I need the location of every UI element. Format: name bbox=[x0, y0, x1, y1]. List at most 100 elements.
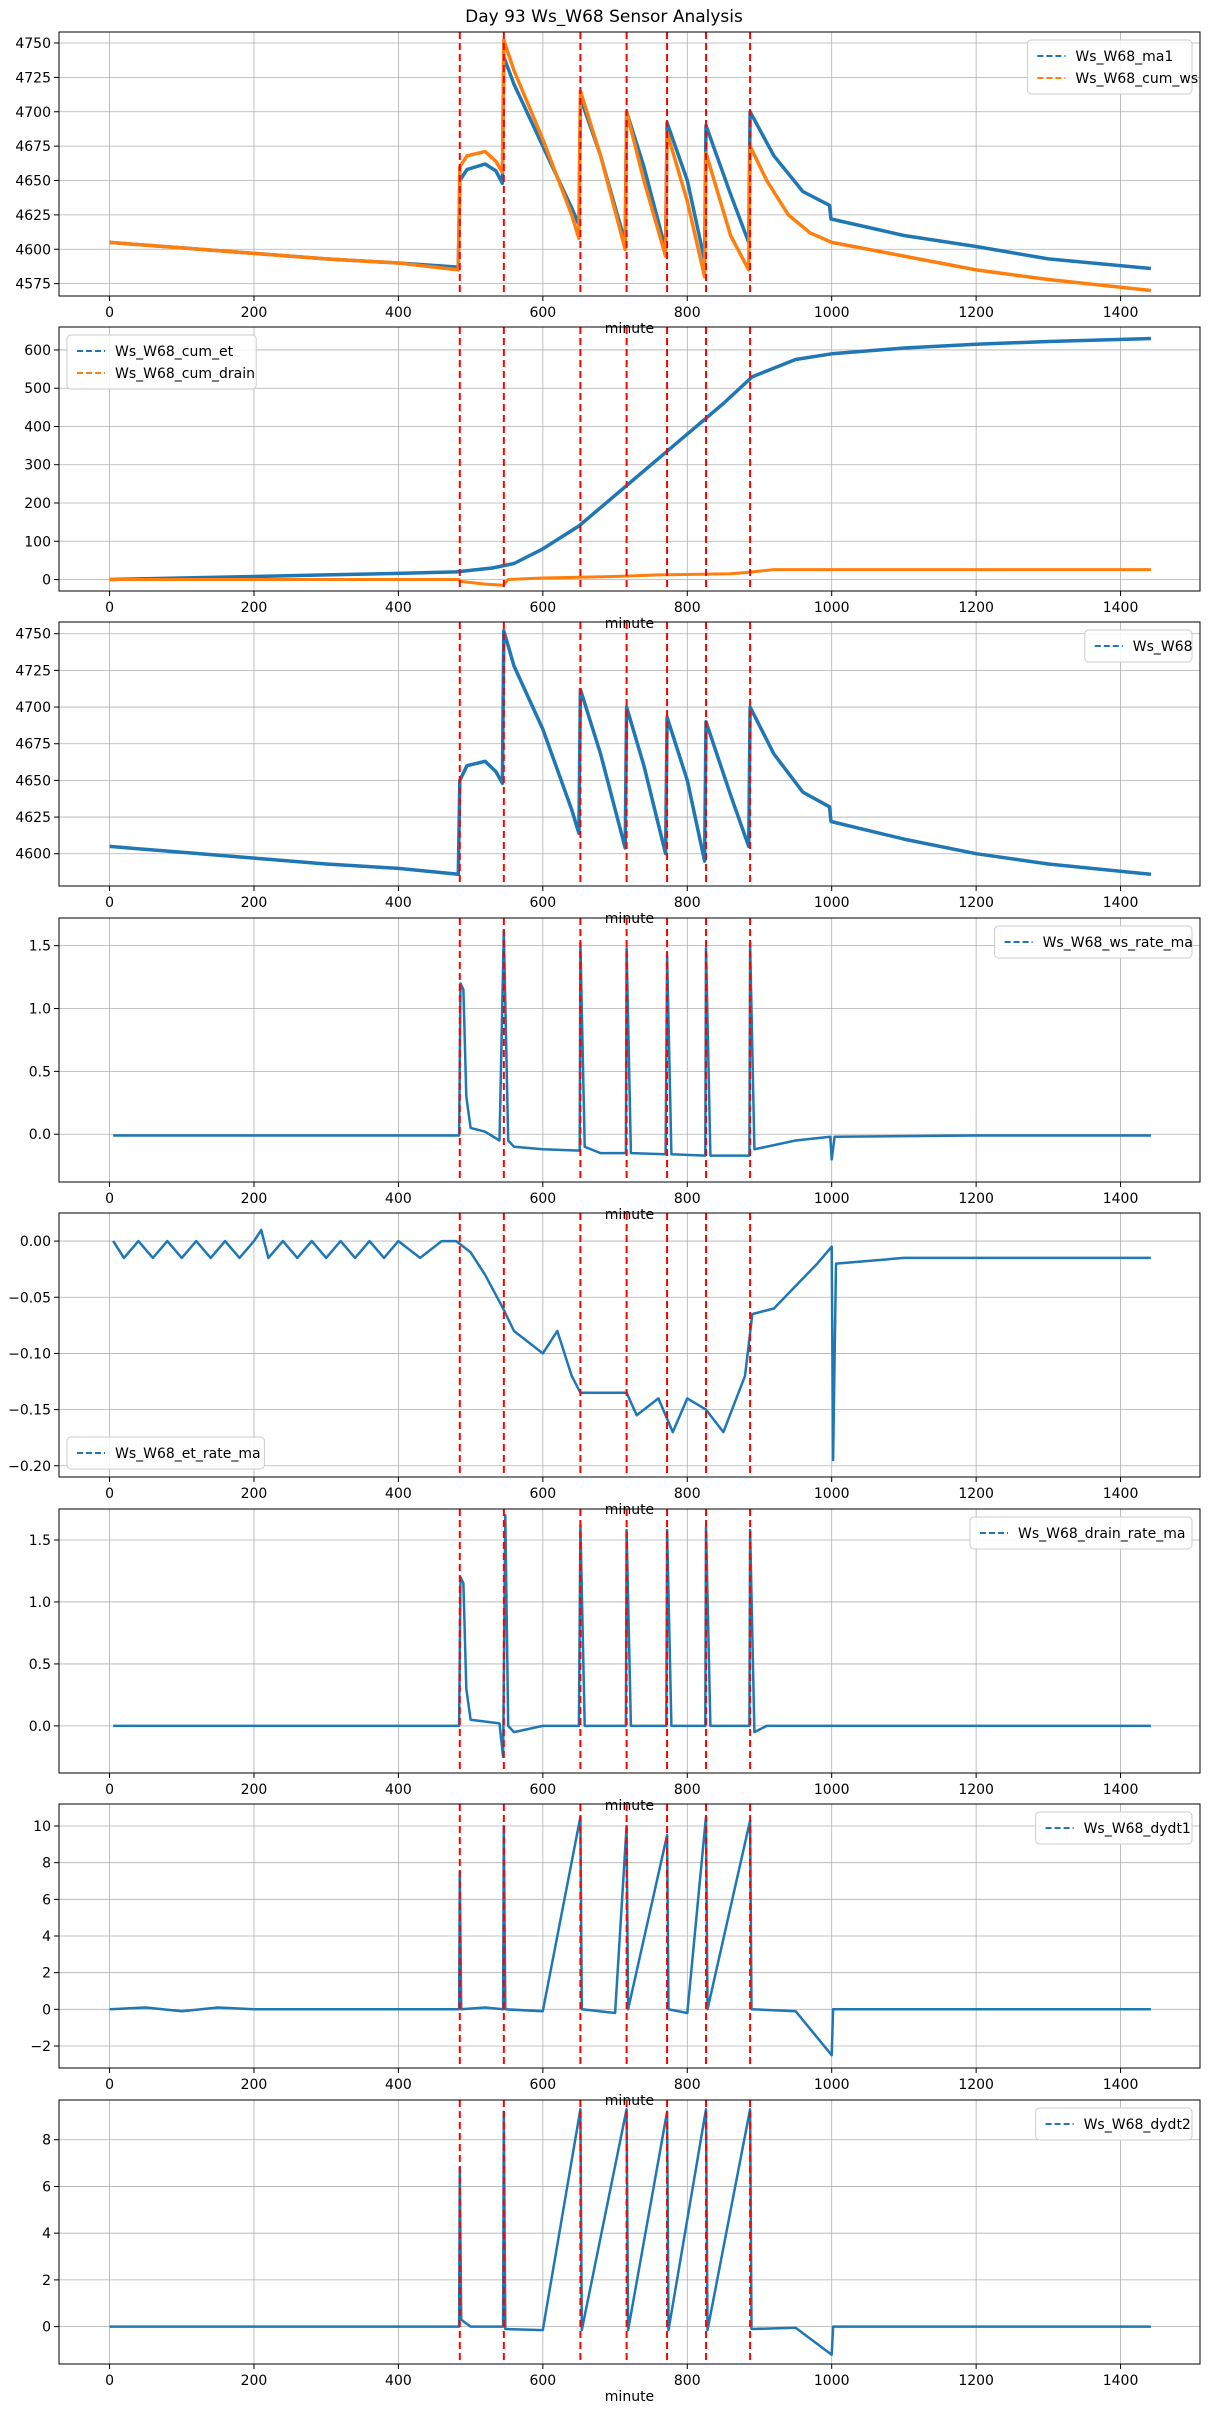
series-group bbox=[112, 1228, 1151, 1462]
subplots-container: 0 200 400 600 800 1000 1200 1400457546004625465… bbox=[8, 31, 1201, 2405]
x-tick-label: 1200 bbox=[958, 1191, 994, 1207]
x-tick-label: 1000 bbox=[814, 1782, 850, 1798]
series-group bbox=[113, 1513, 1151, 1759]
y-tick-label: 2 bbox=[42, 1966, 51, 1982]
x-tick-label: 1000 bbox=[814, 600, 850, 616]
y-tick-label: 4625 bbox=[15, 208, 51, 224]
y-tick-label: 4 bbox=[42, 1929, 51, 1945]
legend-box bbox=[66, 334, 257, 390]
x-tick-label: 1000 bbox=[814, 1486, 850, 1502]
x-tick-label: 200 bbox=[241, 895, 268, 911]
series-line-Ws_W68_cum_et bbox=[109, 336, 1151, 582]
y-tick-label: 8 bbox=[42, 2133, 51, 2149]
x-tick-label: 400 bbox=[385, 600, 412, 616]
legend-box bbox=[1026, 39, 1193, 95]
y-tick-label: −0.15 bbox=[8, 1403, 51, 1419]
y-tick-label: 500 bbox=[24, 381, 51, 397]
x-tick-label: 0 bbox=[105, 895, 114, 911]
x-tick-label: 800 bbox=[674, 895, 701, 911]
x-axis-label: minute bbox=[605, 911, 654, 927]
x-tick-label: 600 bbox=[529, 600, 556, 616]
x-tick-label: 200 bbox=[241, 2373, 268, 2389]
axes-frame bbox=[58, 326, 1201, 592]
y-tick-label: 4750 bbox=[15, 627, 51, 643]
y-tick-label: 1.5 bbox=[29, 1533, 51, 1549]
y-tick-label: 4600 bbox=[15, 242, 51, 258]
y-tick-label: 0.5 bbox=[29, 1064, 51, 1080]
x-tick-label: 0 bbox=[105, 1191, 114, 1207]
x-tick-label: 200 bbox=[241, 1191, 268, 1207]
legend: Ws_W68_dydt1 bbox=[1035, 1811, 1193, 1845]
x-tick-label: 0 bbox=[105, 2077, 114, 2093]
x-tick-label: 400 bbox=[385, 2077, 412, 2093]
y-tick-label: 1.0 bbox=[29, 1595, 51, 1611]
y-tick-label: 4625 bbox=[15, 810, 51, 826]
x-axis-label: minute bbox=[605, 616, 654, 632]
x-tick-label: 600 bbox=[529, 1486, 556, 1502]
axes-frame bbox=[58, 2099, 1201, 2365]
y-tick-label: 2 bbox=[42, 2273, 51, 2289]
x-axis-label: minute bbox=[605, 2093, 654, 2109]
x-tick-label: 1200 bbox=[958, 2373, 994, 2389]
y-tick-label: 4700 bbox=[15, 700, 51, 716]
x-tick-label: 1200 bbox=[958, 2077, 994, 2093]
legend-label: Ws_W68_dydt1 bbox=[1084, 1821, 1191, 1837]
x-tick-label: 800 bbox=[674, 305, 701, 321]
x-tick-label: 400 bbox=[385, 305, 412, 321]
x-tick-label: 1000 bbox=[814, 2077, 850, 2093]
x-tick-label: 1200 bbox=[958, 1486, 994, 1502]
x-tick-label: 1200 bbox=[958, 600, 994, 616]
subplot-7: 0 200 400 600 800 1000 1200 1400 −2 0 2 4 6 8 10 minute… bbox=[30, 1803, 1201, 2109]
series-group bbox=[109, 336, 1151, 587]
y-tick-label: 0 bbox=[42, 573, 51, 589]
subplot-5: 0 200 400 600 800 1000 1200 1400 0.00 −0.05 −0.10 −… bbox=[8, 1212, 1201, 1518]
y-tick-label: 4575 bbox=[15, 277, 51, 293]
series-line-Ws_W68_et_rate_ma bbox=[112, 1228, 1151, 1462]
y-tick-label: 600 bbox=[24, 343, 51, 359]
series-line-Ws_W68_dydt1 bbox=[109, 1815, 1151, 2057]
x-tick-label: 1400 bbox=[1103, 895, 1139, 911]
legend-label: Ws_W68_ma1 bbox=[1075, 49, 1173, 65]
y-tick-label: −2 bbox=[30, 2039, 51, 2055]
y-tick-label: 0 bbox=[42, 2320, 51, 2336]
y-tick-label: 0.0 bbox=[29, 1127, 51, 1143]
x-tick-label: 600 bbox=[529, 2373, 556, 2389]
y-tick-label: 4675 bbox=[15, 139, 51, 155]
y-tick-label: 4600 bbox=[15, 847, 51, 863]
x-tick-label: 1400 bbox=[1103, 2373, 1139, 2389]
x-tick-label: 200 bbox=[241, 2077, 268, 2093]
x-tick-label: 1400 bbox=[1103, 2077, 1139, 2093]
x-tick-label: 0 bbox=[105, 2373, 114, 2389]
x-tick-label: 800 bbox=[674, 1486, 701, 1502]
series-line-Ws_W68_cum_drain bbox=[109, 568, 1151, 587]
x-tick-label: 800 bbox=[674, 2077, 701, 2093]
series-group bbox=[109, 1815, 1151, 2057]
legend-label: Ws_W68_ws_rate_ma bbox=[1043, 935, 1193, 951]
y-tick-label: 1.5 bbox=[29, 939, 51, 955]
x-tick-label: 1000 bbox=[814, 1191, 850, 1207]
x-tick-label: 800 bbox=[674, 600, 701, 616]
series-line-Ws_W68_ws_rate_ma bbox=[113, 929, 1151, 1161]
x-tick-label: 600 bbox=[529, 2077, 556, 2093]
x-tick-label: 1400 bbox=[1103, 1486, 1139, 1502]
x-tick-label: 1400 bbox=[1103, 1782, 1139, 1798]
x-axis-label: minute bbox=[605, 1798, 654, 1814]
axes-frame bbox=[58, 917, 1201, 1183]
axes-frame bbox=[58, 1212, 1201, 1478]
x-tick-label: 200 bbox=[241, 600, 268, 616]
x-tick-label: 400 bbox=[385, 1782, 412, 1798]
subplot-4: 0 200 400 600 800 1000 1200 1400 0.0 0.5 1.0 1.5 min… bbox=[29, 917, 1201, 1223]
y-tick-label: 4675 bbox=[15, 737, 51, 753]
y-tick-label: −0.10 bbox=[8, 1346, 51, 1362]
x-tick-label: 1200 bbox=[958, 1782, 994, 1798]
x-tick-label: 1000 bbox=[814, 2373, 850, 2389]
x-tick-label: 0 bbox=[105, 1486, 114, 1502]
x-axis-label: minute bbox=[605, 321, 654, 337]
figure-title: Day 93 Ws_W68 Sensor Analysis bbox=[465, 7, 743, 27]
y-tick-label: 4725 bbox=[15, 70, 51, 86]
y-tick-label: 300 bbox=[24, 458, 51, 474]
y-tick-label: 10 bbox=[33, 1819, 51, 1835]
legend: Ws_W68_ma1 Ws_W68_cum_ws bbox=[1026, 39, 1198, 95]
x-tick-label: 1200 bbox=[958, 305, 994, 321]
